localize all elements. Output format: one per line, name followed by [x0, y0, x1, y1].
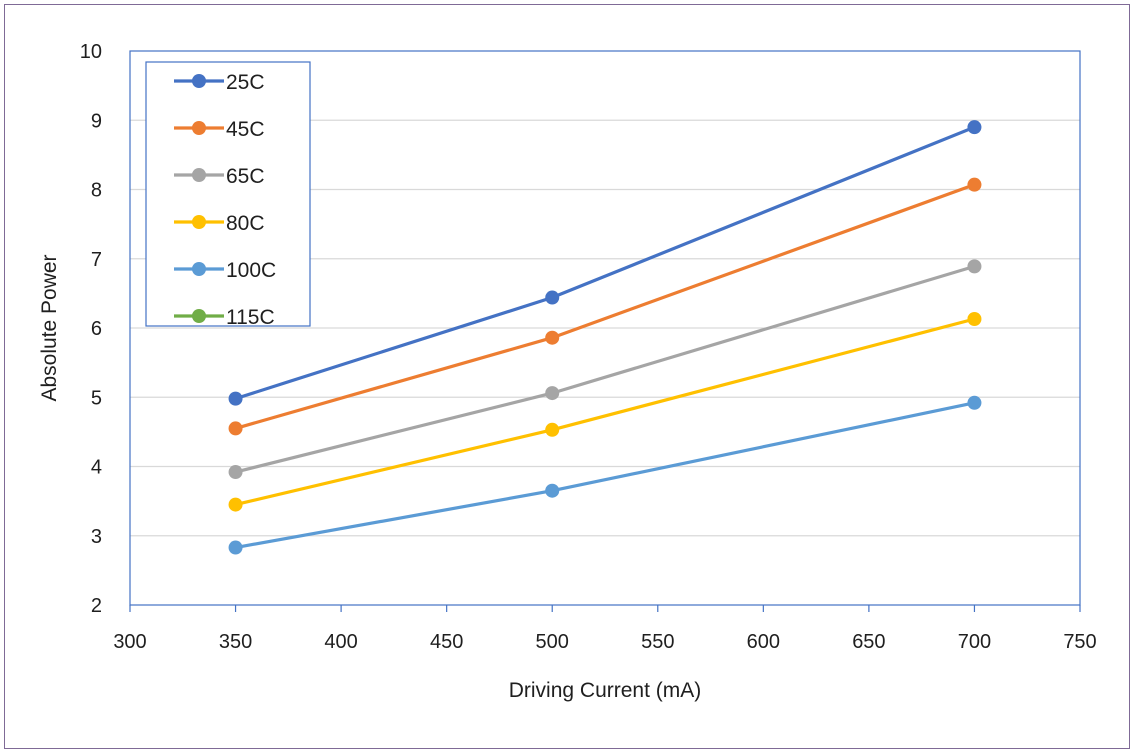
legend-label: 115C [226, 306, 275, 329]
y-tick-label: 3 [91, 526, 102, 548]
x-axis-title: Driving Current (mA) [509, 679, 702, 702]
y-tick-label: 7 [91, 249, 102, 271]
y-tick-label: 4 [91, 457, 102, 479]
x-tick-label: 300 [113, 631, 146, 653]
data-point [545, 483, 560, 498]
data-point [545, 330, 560, 345]
plot-area-border [129, 50, 1081, 606]
legend-label: 65C [226, 165, 265, 188]
data-point [967, 311, 982, 326]
series-line [235, 264, 975, 474]
legend-label: 100C [226, 259, 276, 282]
x-tick-label: 700 [958, 631, 991, 653]
x-axis-ticks: 300 350 400 450 500 550 600 650 700 750 [113, 605, 1097, 653]
legend-marker-icon [192, 309, 206, 323]
x-tick-label: 400 [324, 631, 357, 653]
x-tick-label: 450 [430, 631, 463, 653]
series-line [235, 125, 976, 401]
legend-item-115C: 115C [174, 306, 275, 329]
series-line [235, 317, 975, 507]
y-tick-label: 6 [91, 318, 102, 340]
y-tick-label: 2 [91, 595, 102, 617]
series-45C [228, 177, 982, 436]
legend-item-100C: 100C [174, 259, 276, 282]
legend-item-65C: 65C [174, 165, 265, 188]
y-tick-label: 5 [91, 387, 102, 409]
legend-marker-icon [192, 74, 206, 88]
x-tick-label: 600 [747, 631, 780, 653]
legend-box [145, 61, 311, 327]
x-tick-label: 650 [852, 631, 885, 653]
legend-marker-icon [192, 262, 206, 276]
legend-marker-icon [192, 215, 206, 229]
data-point [967, 177, 982, 192]
y-axis-title: Absolute Power [38, 254, 61, 401]
y-tick-label: 10 [80, 41, 102, 63]
data-point [228, 497, 243, 512]
data-point [967, 259, 982, 274]
data-point [545, 386, 560, 401]
legend-label: 80C [226, 212, 265, 235]
x-tick-label: 500 [536, 631, 569, 653]
x-tick-label: 750 [1063, 631, 1096, 653]
legend-label: 45C [226, 118, 265, 141]
y-tick-label: 9 [91, 110, 102, 132]
y-tick-label: 8 [91, 180, 102, 202]
data-point [228, 540, 243, 555]
data-point [967, 395, 982, 410]
legend: 25C 45C 65C 80C 100C 115C [145, 61, 311, 329]
series-100C [228, 395, 982, 555]
series-80C [228, 311, 982, 512]
legend-marker-icon [192, 168, 206, 182]
data-point [228, 465, 243, 480]
series-25C [228, 120, 982, 406]
x-tick-label: 550 [641, 631, 674, 653]
data-point [228, 391, 243, 406]
legend-item-25C: 25C [174, 71, 265, 94]
series-line [235, 183, 975, 430]
data-point [967, 120, 982, 135]
series-group [228, 120, 982, 555]
data-point [545, 290, 560, 305]
legend-item-45C: 45C [174, 118, 265, 141]
data-point [228, 421, 243, 436]
series-line [235, 401, 975, 550]
legend-label: 25C [226, 71, 265, 94]
series-65C [228, 259, 982, 480]
y-axis-ticks: 2 3 4 5 6 7 8 9 10 [80, 41, 102, 617]
legend-item-80C: 80C [174, 212, 265, 235]
legend-marker-icon [192, 121, 206, 135]
x-tick-label: 350 [219, 631, 252, 653]
data-point [545, 422, 560, 437]
